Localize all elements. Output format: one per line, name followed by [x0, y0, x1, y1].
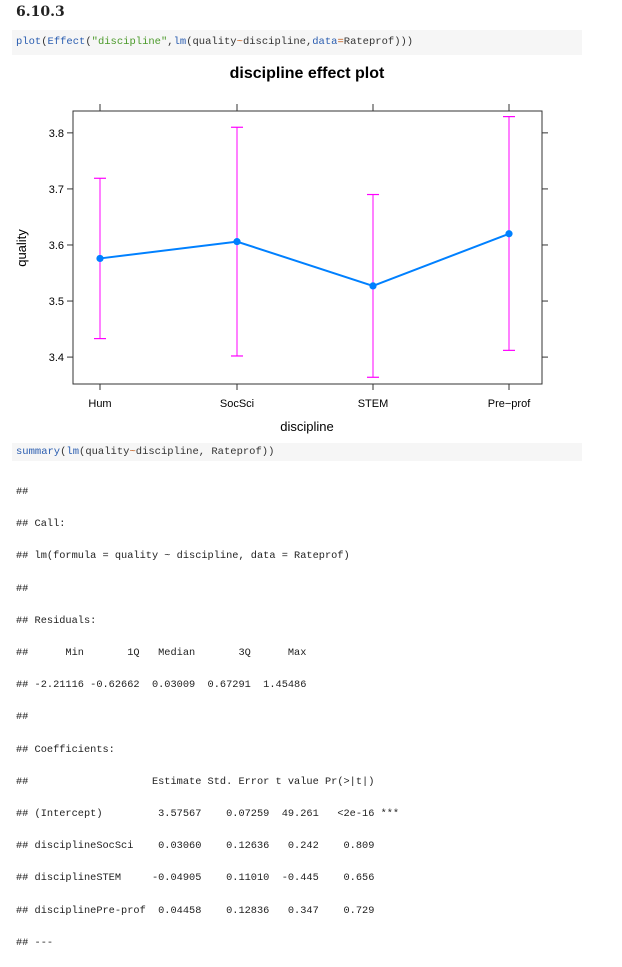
code-token: (	[85, 36, 92, 48]
code-token: (	[60, 446, 67, 458]
plot-frame	[72, 110, 543, 385]
output-line: ## Coefficients:	[16, 743, 115, 756]
y-tick-label: 3.7	[49, 184, 64, 196]
output-line: ##	[16, 486, 29, 499]
x-tick-label: Hum	[88, 398, 111, 410]
y-tick-label: 3.5	[49, 296, 64, 308]
output-line: ## disciplineSocSci 0.03060 0.12636 0.24…	[16, 840, 375, 853]
output-line: ## Estimate Std. Error t value Pr(>|t|)	[16, 775, 375, 788]
x-axis-label: discipline	[280, 419, 333, 434]
code-token: plot	[16, 36, 42, 48]
x-tick-label: SocSci	[220, 398, 254, 410]
chart-title: discipline effect plot	[230, 65, 385, 82]
code-token: lm	[173, 36, 187, 48]
output-line: ## disciplinePre-prof 0.04458 0.12836 0.…	[16, 904, 375, 917]
code-token: discipline,	[242, 36, 313, 48]
code-token: summary	[16, 446, 61, 458]
code-token: Effect	[47, 36, 86, 48]
y-tick-label: 3.4	[49, 352, 64, 364]
y-tick-label: 3.6	[49, 240, 64, 252]
y-tick-label: 3.8	[49, 128, 64, 140]
code-token: Rateprof)))	[343, 36, 414, 48]
code-token: =	[337, 36, 344, 48]
code-token: (quality	[79, 446, 130, 458]
effect-line	[99, 232, 510, 287]
output-line: ##	[16, 582, 29, 595]
output-line: ## Residuals:	[16, 614, 97, 627]
code-block-plot: plot(Effect("discipline",lm(quality~disc…	[12, 30, 582, 55]
output-line: ## ---	[16, 936, 54, 949]
output-line: ## Min 1Q Median 3Q Max	[16, 647, 307, 660]
x-tick-label: STEM	[358, 398, 389, 410]
summary-output: ## ## Call: ## lm(formula = quality ~ di…	[16, 468, 399, 967]
effect-point	[369, 282, 377, 290]
code-token: lm	[66, 446, 80, 458]
code-token: data	[312, 36, 338, 48]
output-line: ## -2.21116 -0.62662 0.03009 0.67291 1.4…	[16, 679, 307, 692]
output-line: ##	[16, 711, 29, 724]
code-token: ,	[167, 36, 174, 48]
code-token: "discipline"	[91, 36, 168, 48]
code-token: ~	[129, 446, 136, 458]
effect-point	[96, 254, 104, 263]
code-token: discipline, Rateprof))	[135, 446, 275, 458]
section-heading: 6.10.3	[16, 4, 65, 20]
code-token: (	[41, 36, 48, 48]
effect-point	[233, 238, 241, 246]
y-axis-label: quality	[14, 229, 29, 267]
code-block-summary: summary(lm(quality~discipline, Rateprof)…	[12, 443, 582, 461]
output-line: ## Call:	[16, 518, 66, 531]
output-line: ## (Intercept) 3.57567 0.07259 49.261 <2…	[16, 807, 400, 820]
effect-plot: discipline effect plot discipline qualit…	[14, 65, 548, 434]
output-line: ## lm(formula = quality ~ discipline, da…	[16, 550, 350, 563]
x-tick-label: Pre−prof	[488, 398, 531, 410]
effect-point	[505, 230, 513, 238]
code-token: (quality	[186, 36, 237, 48]
output-line: ## disciplineSTEM -0.04905 0.11010 -0.44…	[16, 872, 375, 885]
code-token: ~	[236, 36, 243, 48]
